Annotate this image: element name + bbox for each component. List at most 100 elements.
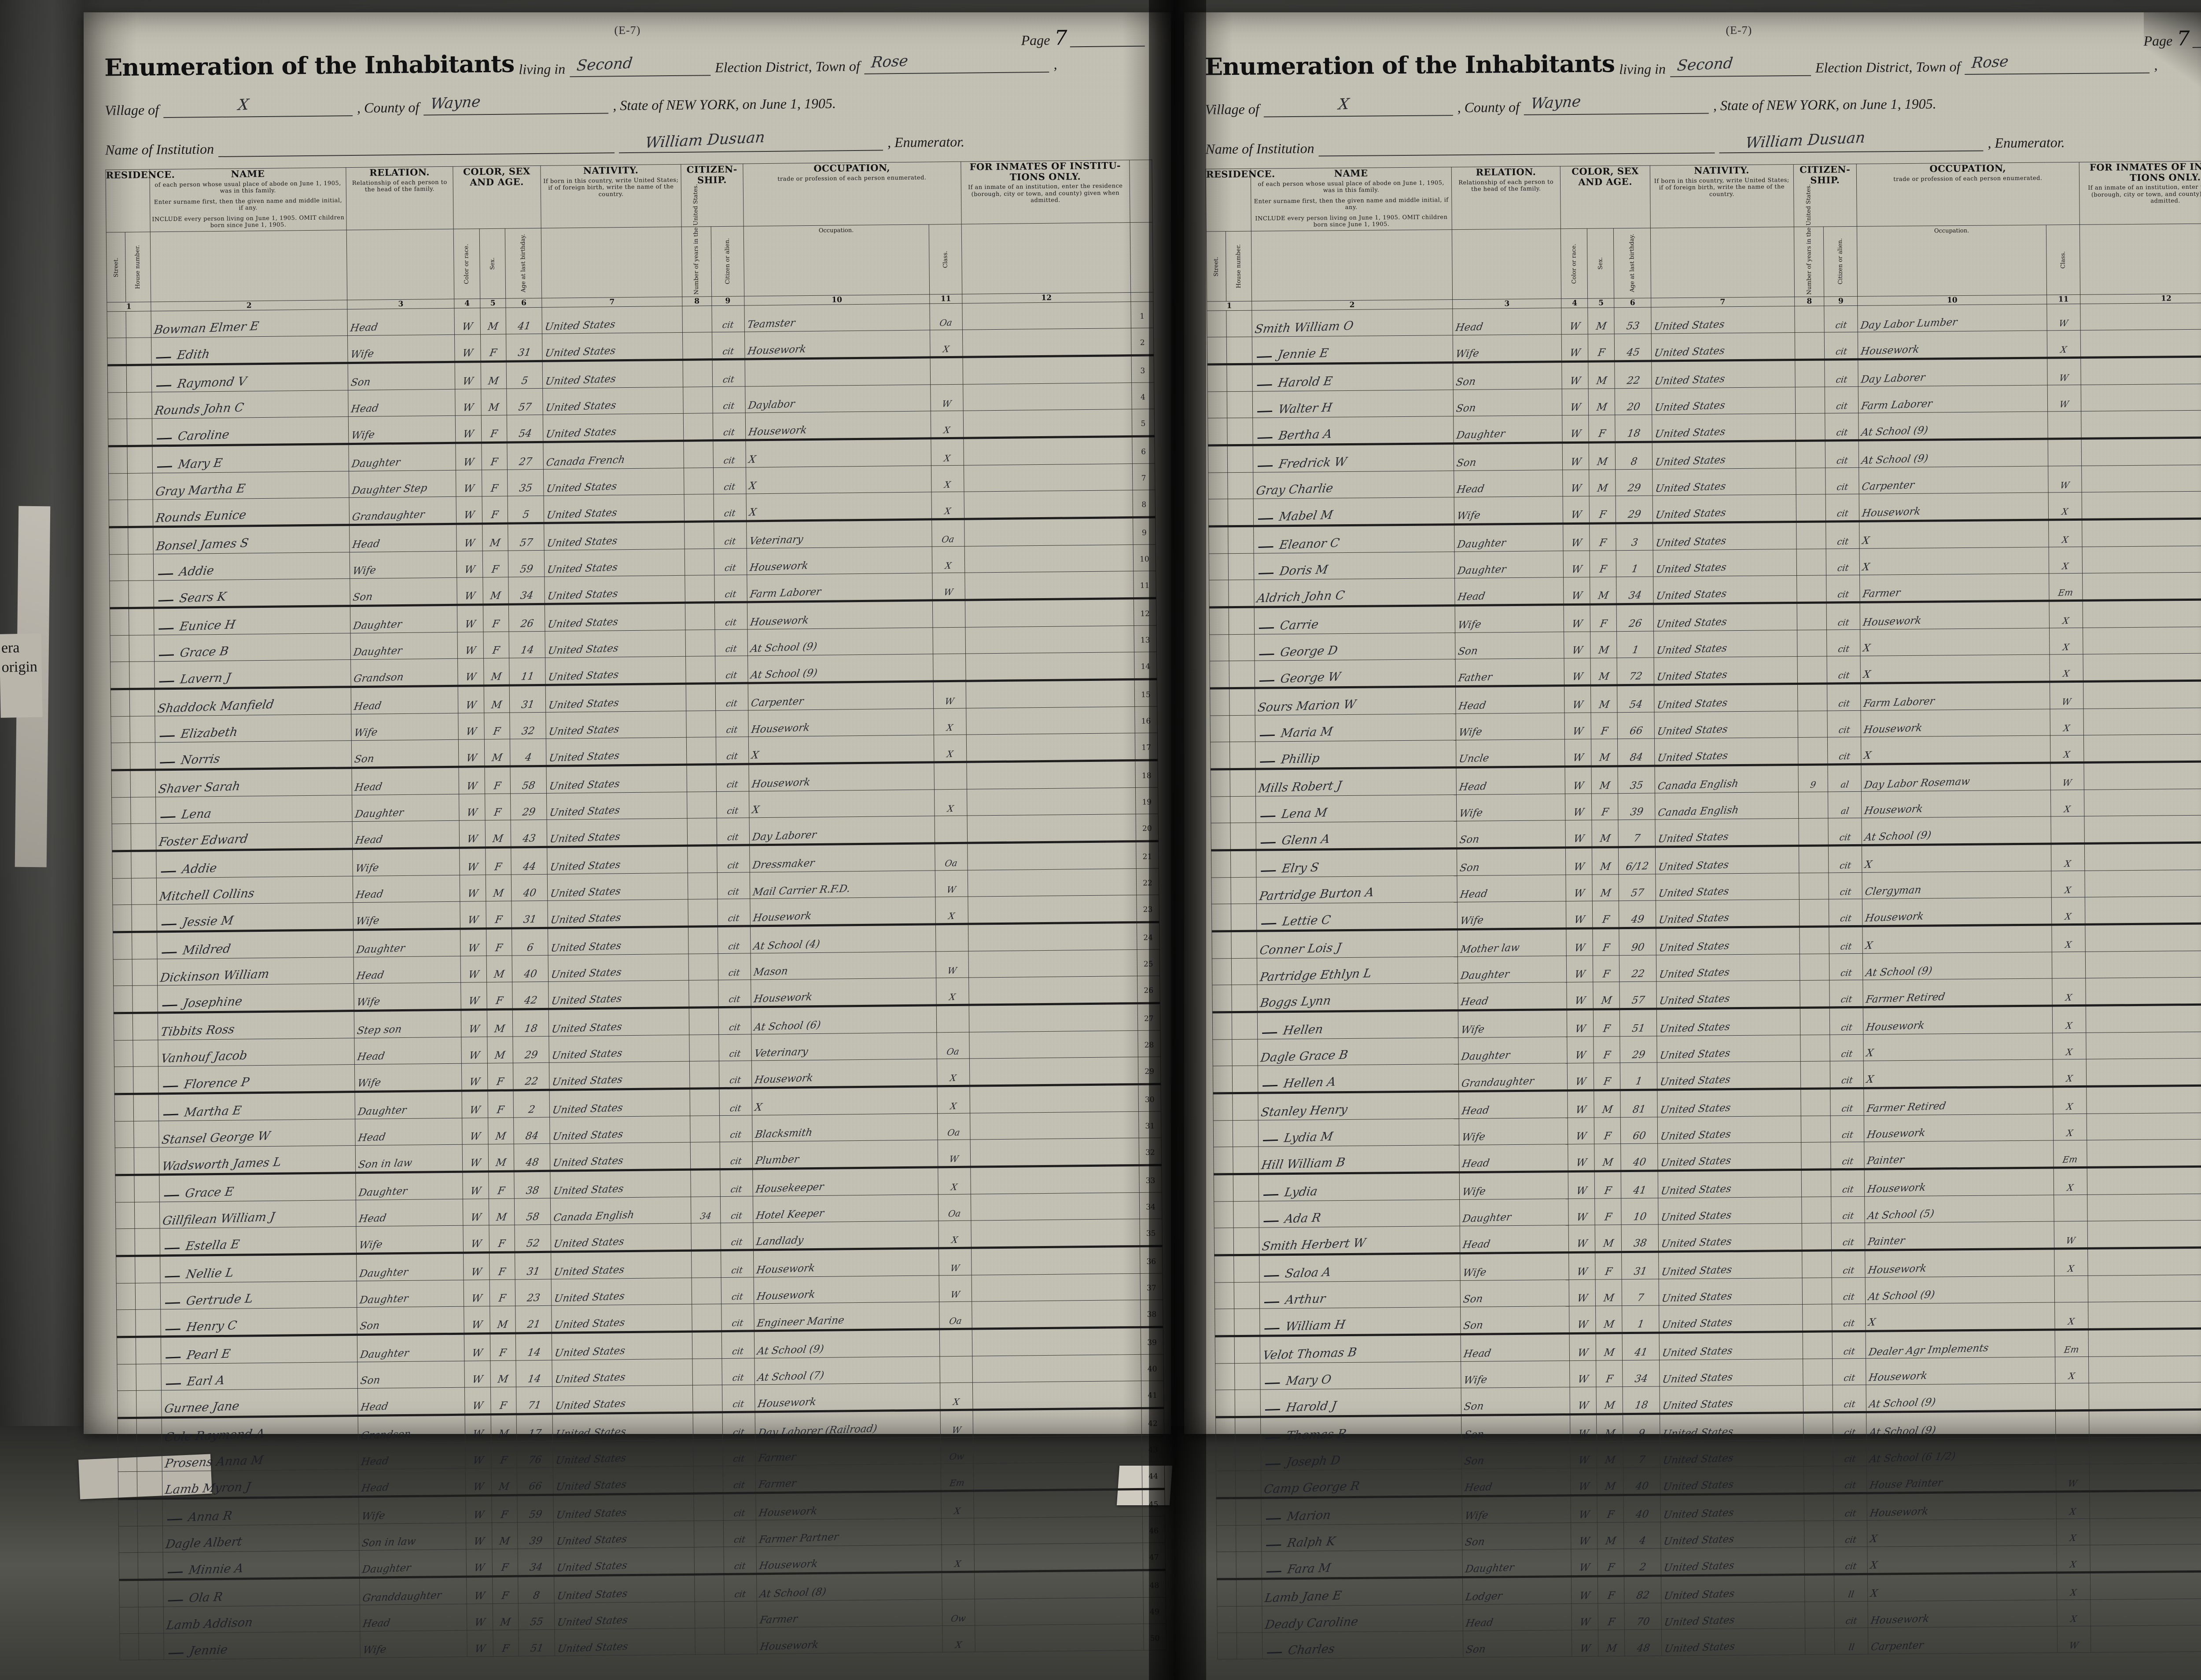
- cell-relation[interactable]: Wife: [353, 901, 460, 930]
- cell-relation[interactable]: Head: [1457, 875, 1566, 902]
- cell-age[interactable]: 7: [1618, 820, 1656, 847]
- cell-citizenship[interactable]: al: [1828, 791, 1862, 819]
- cell-inmates[interactable]: [966, 733, 1135, 762]
- cell-relation[interactable]: Son: [1454, 442, 1563, 471]
- cell-nativity[interactable]: United States: [552, 1331, 693, 1360]
- cell-color-race[interactable]: W: [1564, 632, 1591, 658]
- cell-color-race[interactable]: W: [464, 1333, 490, 1361]
- cell-street[interactable]: [109, 500, 129, 527]
- cell-age[interactable]: 32: [510, 712, 546, 739]
- cell-inmates[interactable]: [2083, 707, 2201, 735]
- cell-nativity[interactable]: United States: [548, 926, 689, 956]
- cell-color-race[interactable]: W: [1566, 928, 1593, 956]
- cell-citizenship[interactable]: cit: [1832, 1277, 1866, 1305]
- cell-house-number[interactable]: [1233, 1255, 1259, 1283]
- cell-street[interactable]: [112, 904, 132, 932]
- cell-years-in-us[interactable]: [695, 1628, 725, 1655]
- cell-years-in-us[interactable]: [692, 1358, 722, 1386]
- cell-occupation[interactable]: Housework: [1864, 1114, 2054, 1142]
- cell-class[interactable]: W: [938, 1140, 971, 1167]
- cell-citizenship[interactable]: cit: [717, 845, 750, 873]
- cell-house-number[interactable]: [126, 364, 152, 393]
- cell-street[interactable]: [1214, 1228, 1234, 1256]
- cell-sex[interactable]: M: [480, 308, 506, 335]
- cell-occupation[interactable]: Housework: [1861, 709, 2050, 737]
- cell-inmates[interactable]: [964, 490, 1133, 519]
- cell-sex[interactable]: F: [1594, 1171, 1622, 1199]
- cell-years-in-us[interactable]: [693, 1466, 723, 1494]
- cell-inmates[interactable]: [975, 1597, 1144, 1626]
- cell-name[interactable]: Sears K: [153, 578, 350, 608]
- cell-inmates[interactable]: [967, 814, 1136, 843]
- cell-age[interactable]: 4: [1623, 1522, 1661, 1549]
- cell-occupation[interactable]: Veterinary: [751, 1032, 937, 1061]
- cell-sex[interactable]: F: [485, 794, 511, 820]
- cell-inmates[interactable]: [964, 517, 1134, 547]
- cell-name[interactable]: Conner Lois J: [1256, 929, 1458, 959]
- cell-class[interactable]: X: [2050, 790, 2084, 817]
- cell-house-number[interactable]: [132, 904, 157, 932]
- cell-inmates[interactable]: [962, 301, 1131, 330]
- cell-color-race[interactable]: W: [1564, 739, 1592, 767]
- cell-years-in-us[interactable]: [1799, 846, 1829, 873]
- cell-sex[interactable]: F: [492, 1549, 518, 1577]
- cell-name[interactable]: Rounds Eunice: [152, 497, 350, 527]
- cell-class[interactable]: [2047, 411, 2081, 439]
- cell-age[interactable]: 43: [511, 820, 547, 848]
- cell-age[interactable]: 29: [1620, 1036, 1657, 1063]
- cell-class[interactable]: W: [2047, 357, 2081, 386]
- cell-street[interactable]: [107, 392, 127, 419]
- cell-nativity[interactable]: United States: [551, 1278, 692, 1306]
- cell-nativity[interactable]: United States: [1659, 1331, 1803, 1360]
- cell-nativity[interactable]: United States: [1651, 332, 1795, 361]
- cell-inmates[interactable]: [2083, 626, 2201, 654]
- cell-years-in-us[interactable]: [693, 1412, 723, 1440]
- cell-street[interactable]: [112, 823, 132, 851]
- cell-color-race[interactable]: W: [1568, 1144, 1595, 1172]
- cell-color-race[interactable]: W: [1570, 1414, 1597, 1442]
- cell-street[interactable]: [1214, 1174, 1233, 1202]
- cell-years-in-us[interactable]: [686, 683, 716, 711]
- cell-citizenship[interactable]: cit: [715, 710, 748, 737]
- cell-street[interactable]: [1207, 391, 1228, 419]
- cell-street[interactable]: [1214, 1201, 1234, 1228]
- cell-house-number[interactable]: [1229, 607, 1255, 635]
- cell-years-in-us[interactable]: [682, 332, 712, 360]
- cell-occupation[interactable]: Housework: [757, 1625, 943, 1654]
- cell-inmates[interactable]: [975, 1624, 1144, 1652]
- cell-age[interactable]: 11: [509, 658, 546, 686]
- cell-occupation[interactable]: House Painter: [1866, 1464, 2057, 1493]
- cell-citizenship[interactable]: cit: [1832, 1358, 1866, 1385]
- cell-nativity[interactable]: United States: [542, 332, 683, 361]
- cell-house-number[interactable]: [128, 499, 153, 527]
- cell-years-in-us[interactable]: [1796, 468, 1826, 495]
- cell-sex[interactable]: M: [487, 1037, 513, 1063]
- cell-class[interactable]: X: [2049, 547, 2083, 574]
- cell-house-number[interactable]: [1237, 1632, 1262, 1659]
- cell-name[interactable]: Lamb Jane E: [1262, 1577, 1463, 1606]
- cell-years-in-us[interactable]: [1794, 306, 1825, 333]
- cell-age[interactable]: 72: [1617, 658, 1654, 685]
- cell-color-race[interactable]: W: [1572, 1603, 1598, 1630]
- cell-relation[interactable]: Head: [360, 1604, 467, 1632]
- cell-years-in-us[interactable]: [686, 737, 716, 765]
- cell-occupation[interactable]: Housework: [751, 1059, 937, 1088]
- cell-relation[interactable]: Head: [1455, 685, 1565, 714]
- cell-street[interactable]: [1211, 877, 1231, 904]
- cell-citizenship[interactable]: ll: [1834, 1574, 1868, 1602]
- cell-color-race[interactable]: W: [1568, 1171, 1595, 1199]
- cell-occupation[interactable]: Painter: [1865, 1221, 2054, 1250]
- cell-inmates[interactable]: [2085, 923, 2201, 952]
- cell-years-in-us[interactable]: [1802, 1278, 1832, 1305]
- cell-inmates[interactable]: [2086, 1031, 2201, 1059]
- cell-street[interactable]: [1216, 1551, 1237, 1579]
- enumerator-field-left[interactable]: William Dusuan: [618, 129, 883, 154]
- cell-inmates[interactable]: [965, 625, 1134, 654]
- cell-relation[interactable]: Head: [348, 389, 456, 417]
- cell-name[interactable]: Stanley Henry: [1258, 1091, 1459, 1121]
- cell-relation[interactable]: Head: [351, 686, 458, 714]
- cell-house-number[interactable]: [1229, 742, 1255, 769]
- cell-years-in-us[interactable]: [1804, 1547, 1834, 1575]
- cell-sex[interactable]: M: [488, 1144, 515, 1172]
- cell-nativity[interactable]: United States: [549, 1061, 690, 1090]
